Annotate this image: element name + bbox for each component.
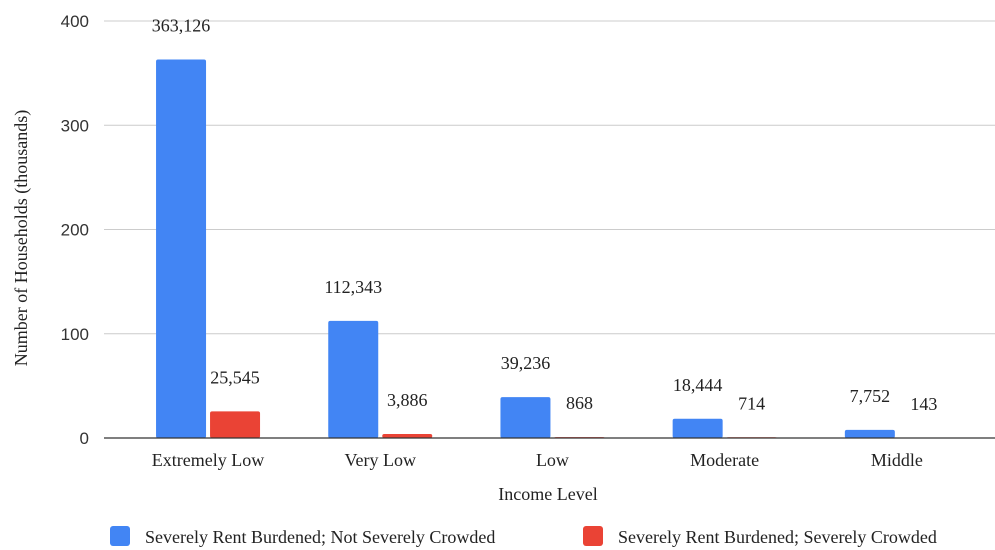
bar [672,418,723,438]
y-axis-title: Number of Households (thousands) [11,110,32,366]
data-label: 25,545 [210,367,260,387]
y-tick-label: 100 [61,325,89,344]
data-label: 363,126 [152,15,211,35]
x-category-label: Low [536,450,569,470]
x-axis-title: Income Level [498,484,597,504]
y-tick-label: 200 [61,221,89,240]
x-axis-categories: Extremely Low Very Low Low Moderate Middle [152,450,923,470]
x-category-label: Very Low [345,450,416,470]
legend-swatch [583,526,603,546]
data-label: 3,886 [387,390,428,410]
legend-label: Severely Rent Burdened; Not Severely Cro… [145,527,495,547]
y-axis-ticks: 0 100 200 300 400 [61,12,89,448]
bar [328,320,379,438]
legend: Severely Rent Burdened; Not Severely Cro… [110,526,937,547]
legend-swatch [110,526,130,546]
x-category-label: Middle [871,450,923,470]
data-label: 868 [566,393,593,413]
gridlines [104,20,995,335]
bars [156,59,949,438]
data-labels: 363,126 25,545 112,343 3,886 39,236 868 18,444… [152,15,938,413]
bar [844,429,895,438]
legend-label: Severely Rent Burdened; Severely Crowded [618,527,937,547]
data-label: 714 [738,393,765,413]
data-label: 7,752 [850,386,891,406]
x-category-label: Extremely Low [152,450,264,470]
bar [210,411,261,438]
bar [500,397,551,438]
bar [382,433,433,438]
data-label: 39,236 [501,353,551,373]
bar [156,59,207,438]
y-tick-label: 0 [80,429,89,448]
y-tick-label: 300 [61,116,89,135]
y-tick-label: 400 [61,12,89,31]
x-category-label: Moderate [690,450,759,470]
data-label: 112,343 [324,277,382,297]
data-label: 18,444 [673,375,723,395]
data-label: 143 [910,394,937,414]
